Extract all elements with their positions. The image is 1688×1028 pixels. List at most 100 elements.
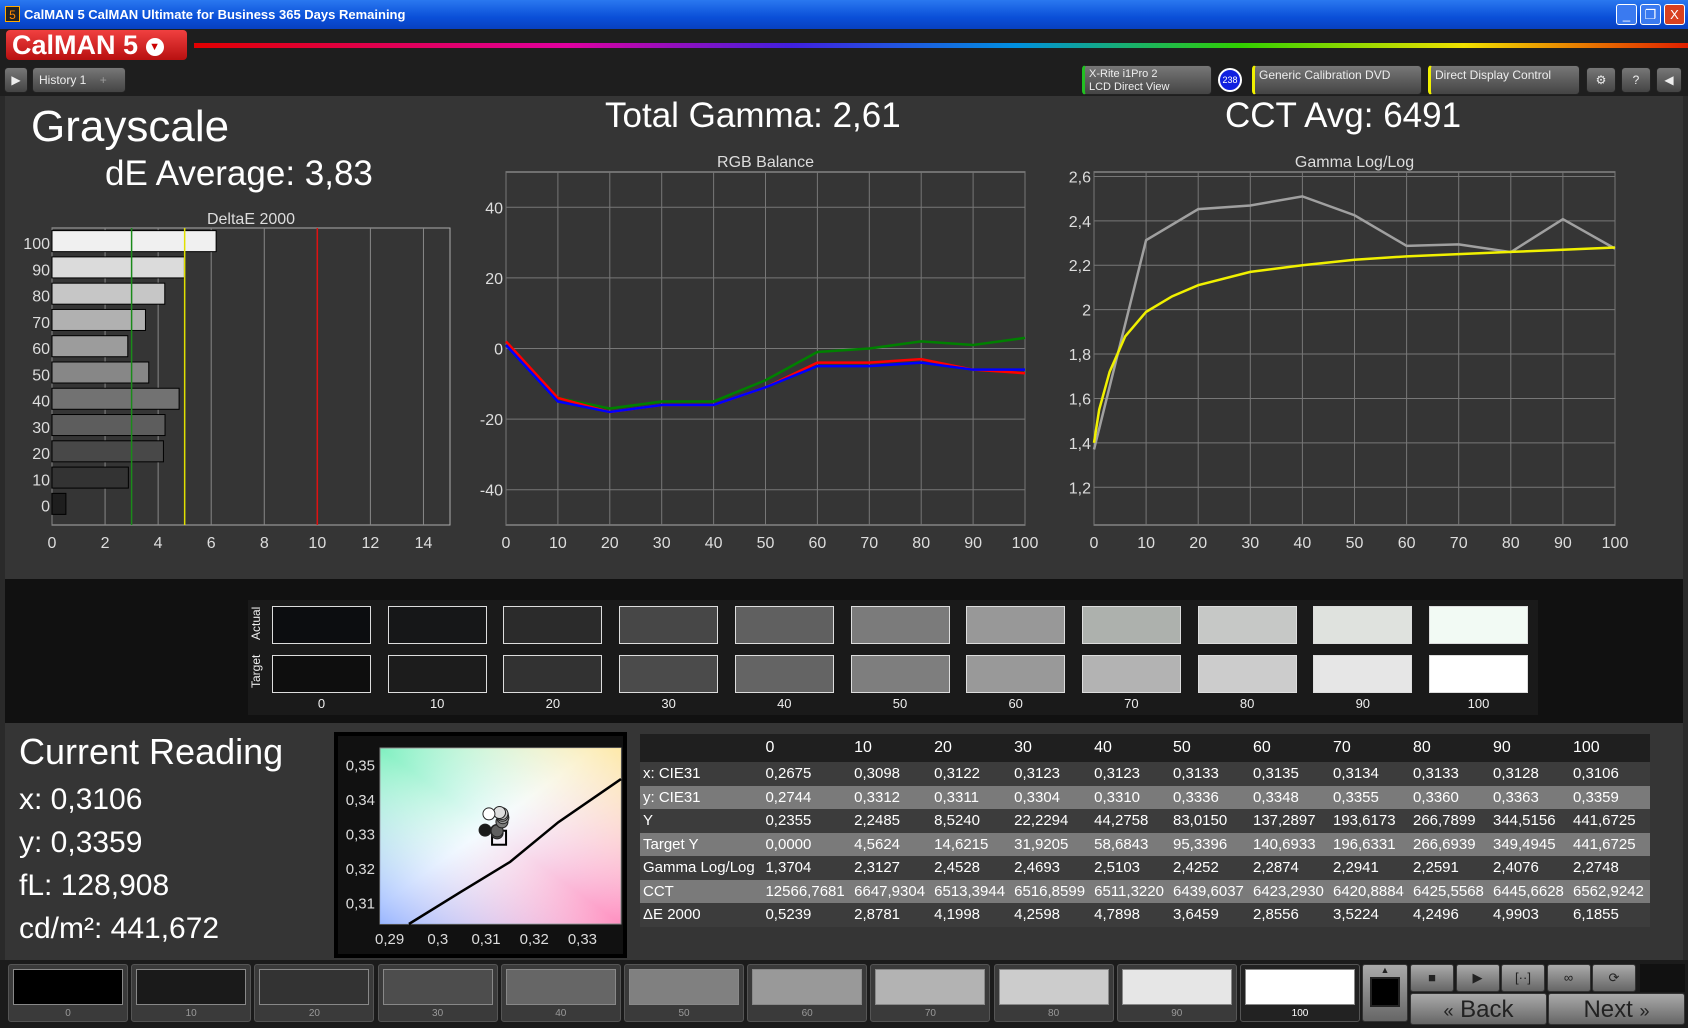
- swatch-level: 100: [1467, 696, 1490, 711]
- y-tick-label: 1,4: [1069, 436, 1091, 453]
- meter-select[interactable]: X-Rite i1Pro 2 LCD Direct View: [1082, 65, 1212, 95]
- collapse-icon[interactable]: ◀: [1656, 67, 1682, 93]
- add-tab-button[interactable]: +: [99, 73, 107, 87]
- column-header: 20: [931, 734, 1012, 762]
- y-tick-label: 0,35: [346, 757, 375, 774]
- target-swatch: [1429, 655, 1528, 693]
- x-tick-label: 8: [260, 535, 269, 552]
- column-header: 10: [851, 734, 932, 762]
- patch-label: 100: [1291, 1008, 1309, 1019]
- target-swatch: [503, 655, 603, 693]
- x-tick-label: 50: [1346, 535, 1364, 552]
- calman-menu-button[interactable]: CalMAN 5 ▼: [6, 30, 187, 60]
- table-cell: 0,3360: [1409, 785, 1490, 809]
- table-cell: 58,6843: [1091, 832, 1170, 856]
- data-point: [482, 807, 496, 821]
- table-cell: 441,6725: [1569, 809, 1650, 833]
- table-header: 0 10 20 30 40 50 60 70 80 90 100: [640, 734, 1650, 762]
- patch-button-60[interactable]: 60: [747, 964, 868, 1022]
- bar: [51, 414, 166, 437]
- table-cell: 0,3304: [1011, 785, 1092, 809]
- column-header: 30: [1011, 734, 1092, 762]
- patch-button-70[interactable]: 70: [870, 964, 991, 1022]
- patch-color: [136, 969, 247, 1005]
- page-title: Grayscale: [31, 102, 230, 151]
- table-cell: Gamma Log/Log: [640, 856, 763, 880]
- gear-icon[interactable]: ⚙: [1586, 67, 1616, 93]
- chart-title: Gamma Log/Log: [1295, 154, 1414, 171]
- play-icon[interactable]: ▶: [1455, 964, 1500, 992]
- x-tick-label: 0: [48, 535, 57, 552]
- total-gamma: Total Gamma: 2,61: [605, 96, 901, 135]
- bar: [51, 335, 129, 358]
- patch-button-10[interactable]: 10: [131, 964, 252, 1022]
- patch-button-80[interactable]: 80: [993, 964, 1114, 1022]
- table-cell: 2,8781: [851, 903, 932, 927]
- patch-button-40[interactable]: 40: [500, 964, 621, 1022]
- x-tick-label: 80: [912, 535, 930, 552]
- infinity-icon[interactable]: ∞: [1546, 964, 1591, 992]
- y-tick-label: 20: [485, 271, 503, 288]
- y-tick-label: 70: [32, 315, 50, 332]
- patch-button-0[interactable]: 0: [8, 964, 128, 1022]
- patch-button-30[interactable]: 30: [377, 964, 498, 1022]
- table-cell: 2,4076: [1489, 856, 1570, 880]
- x-tick-label: 6: [207, 535, 216, 552]
- y-tick-label: 40: [32, 394, 50, 411]
- next-button[interactable]: Next »: [1548, 993, 1685, 1025]
- swatch-level: 40: [777, 696, 792, 711]
- next-label: Next: [1583, 996, 1633, 1023]
- x-tick-label: 0: [502, 535, 511, 552]
- logo-text: CalMAN 5: [12, 30, 139, 60]
- table-cell: 2,5103: [1091, 856, 1170, 880]
- bracket-icon[interactable]: [··]: [1501, 964, 1545, 992]
- patch-button-50[interactable]: 50: [624, 964, 744, 1022]
- target-swatch: [1313, 655, 1413, 693]
- x-tick-label: 50: [757, 535, 775, 552]
- y-tick-label: -20: [480, 412, 503, 429]
- meter-badge[interactable]: 238: [1218, 68, 1242, 92]
- patch-button[interactable]: ▲: [1362, 964, 1408, 1022]
- x-tick-label: 0,3: [427, 931, 448, 948]
- bar: [51, 492, 67, 515]
- source-select[interactable]: Generic Calibration DVD: [1252, 65, 1422, 95]
- patch-label: 50: [678, 1008, 690, 1019]
- swatch-level: 50: [892, 696, 908, 711]
- bottom-bar: 0 10 20 30 40 50 60 70 80 90 100 ▲ ■ ▶ [··] ∞ ⟳ « Back…: [0, 960, 1688, 1028]
- table-cell: 0,5239: [762, 903, 852, 927]
- refresh-icon[interactable]: ⟳: [1592, 964, 1636, 992]
- tab-history-1[interactable]: History 1 +: [32, 67, 126, 93]
- de-average: dE Average: 3,83: [105, 154, 373, 193]
- help-button[interactable]: ?: [1621, 67, 1651, 93]
- play-icon[interactable]: ▶: [4, 67, 28, 93]
- actual-swatch: [966, 606, 1066, 644]
- patch-color: [505, 969, 616, 1005]
- back-button[interactable]: « Back: [1410, 993, 1547, 1025]
- table-cell: 0,3106: [1569, 762, 1650, 786]
- y-tick-label: 1,8: [1069, 347, 1091, 364]
- x-tick-label: 60: [809, 535, 827, 552]
- current-reading-title: Current Reading: [19, 731, 284, 772]
- x-tick-label: 10: [308, 535, 326, 552]
- table-cell: 44,2758: [1091, 809, 1170, 833]
- restore-button[interactable]: ❐: [1640, 4, 1661, 25]
- table-cell: 2,4528: [931, 856, 1012, 880]
- table-cell: 6445,6628: [1489, 879, 1570, 903]
- stop-icon[interactable]: ■: [1410, 964, 1454, 992]
- x-tick-label: 0,33: [568, 931, 597, 948]
- table-cell: 4,2496: [1409, 903, 1490, 927]
- planckian-locus: [408, 778, 622, 926]
- table-cell: 0,3098: [851, 762, 932, 786]
- display-select[interactable]: Direct Display Control: [1428, 65, 1580, 95]
- close-button[interactable]: X: [1664, 4, 1685, 25]
- table-cell: 0,3122: [931, 762, 1012, 786]
- patch-label: 30: [432, 1008, 444, 1019]
- table-cell: 441,6725: [1569, 832, 1650, 856]
- patch-button-90[interactable]: 90: [1116, 964, 1237, 1022]
- minimize-button[interactable]: _: [1616, 4, 1637, 25]
- patch-button-100[interactable]: 100: [1240, 964, 1360, 1022]
- patch-button-20[interactable]: 20: [254, 964, 375, 1022]
- meter-name: X-Rite i1Pro 2: [1089, 68, 1158, 80]
- table-cell: 4,5624: [851, 832, 932, 856]
